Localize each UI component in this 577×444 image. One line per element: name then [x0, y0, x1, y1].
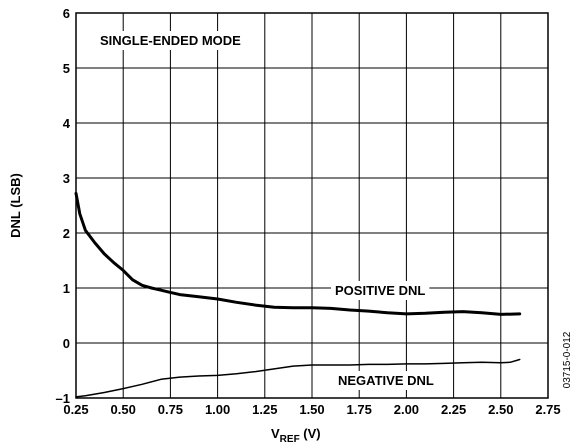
y-axis-title: DNL (LSB) — [8, 173, 23, 238]
x-tick-label: 1.50 — [299, 402, 324, 417]
y-tick-label: 4 — [63, 116, 71, 131]
x-tick-label: 1.00 — [205, 402, 230, 417]
neg-label-background — [334, 371, 438, 390]
x-axis-title-main: V — [271, 426, 280, 441]
tick-labels: 0.25 0.50 0.75 1.00 1.25 1.50 1.75 2.00 2.25 2.50… — [56, 6, 561, 417]
y-tick-label: –1 — [56, 391, 70, 406]
y-tick-label: 3 — [63, 171, 70, 186]
y-tick-label: 6 — [63, 6, 70, 21]
positive-dnl-label: POSITIVE DNL — [335, 283, 425, 298]
x-axis-title-subscript: REF — [280, 434, 300, 444]
x-tick-label: 0.25 — [63, 402, 88, 417]
y-tick-label: 5 — [63, 61, 70, 76]
x-tick-label: 1.75 — [347, 402, 372, 417]
x-tick-label: 0.50 — [111, 402, 136, 417]
grid — [75, 12, 549, 399]
pos-label-background — [331, 281, 430, 300]
negative-dnl-line — [75, 358, 521, 398]
mode-label-background — [96, 31, 246, 50]
x-tick-label: 2.25 — [441, 402, 466, 417]
x-tick-label: 2.75 — [535, 402, 560, 417]
y-tick-label: 1 — [63, 281, 70, 296]
positive-dnl-line — [74, 191, 522, 316]
negative-dnl-label: NEGATIVE DNL — [338, 373, 434, 388]
plot-frame — [75, 12, 549, 399]
x-axis-title-unit: (V) — [300, 426, 321, 441]
mode-label: SINGLE-ENDED MODE — [100, 33, 241, 48]
x-tick-label: 1.25 — [252, 402, 277, 417]
y-tick-label: 0 — [63, 336, 70, 351]
x-tick-label: 2.50 — [488, 402, 513, 417]
y-tick-label: 2 — [63, 226, 70, 241]
x-tick-label: 0.75 — [158, 402, 183, 417]
x-tick-label: 2.00 — [394, 402, 419, 417]
x-axis-title: VREF (V) — [271, 426, 321, 444]
figure-id: 03715-0-012 — [562, 331, 573, 388]
series-lines — [74, 191, 522, 398]
